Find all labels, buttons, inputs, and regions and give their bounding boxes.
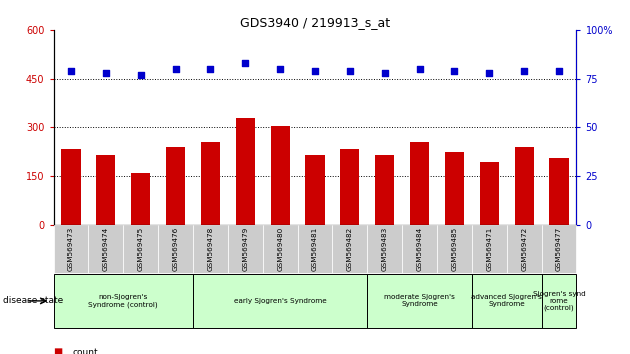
Bar (228, 225, 263, 273)
Bar (306, 155, 324, 225)
Point (66, 68, 76, 74)
Point (380, 70, 390, 76)
Point (519, 68, 529, 74)
Point (240, 60, 250, 66)
Text: early Sjogren's Syndrome: early Sjogren's Syndrome (234, 298, 326, 304)
Point (449, 68, 459, 74)
Bar (54, 225, 88, 273)
Text: GSM569478: GSM569478 (207, 227, 214, 271)
Bar (340, 149, 360, 225)
Text: GSM569480: GSM569480 (277, 227, 283, 271)
Point (205, 66, 215, 72)
Point (310, 68, 320, 74)
Bar (472, 274, 542, 328)
Text: GSM569484: GSM569484 (416, 227, 423, 271)
Bar (367, 274, 472, 328)
Point (275, 66, 285, 72)
Text: GSM569477: GSM569477 (556, 227, 562, 271)
Text: GSM569476: GSM569476 (173, 227, 178, 271)
Text: moderate Sjogren's
Syndrome: moderate Sjogren's Syndrome (384, 295, 455, 307)
Bar (166, 147, 185, 225)
Bar (549, 158, 569, 225)
Bar (236, 118, 255, 225)
Bar (437, 225, 472, 273)
Bar (515, 147, 534, 225)
Point (415, 66, 425, 72)
Point (554, 68, 564, 74)
Bar (158, 225, 193, 273)
Bar (367, 225, 402, 273)
Text: GSM569473: GSM569473 (68, 227, 74, 271)
Text: Sjogren's synd
rome
(control): Sjogren's synd rome (control) (532, 291, 585, 311)
Bar (297, 225, 333, 273)
Text: ■: ■ (54, 347, 63, 354)
Point (101, 70, 111, 76)
Point (171, 66, 181, 72)
Bar (193, 225, 228, 273)
Bar (479, 161, 499, 225)
Text: GSM569475: GSM569475 (138, 227, 144, 271)
Bar (193, 274, 367, 328)
Bar (96, 155, 115, 225)
Bar (54, 274, 193, 328)
Point (135, 72, 146, 78)
Text: GSM569483: GSM569483 (382, 227, 387, 271)
Text: non-Sjogren's
Syndrome (control): non-Sjogren's Syndrome (control) (88, 294, 158, 308)
Text: disease state: disease state (3, 296, 64, 306)
Text: GSM569485: GSM569485 (452, 227, 457, 271)
Point (484, 70, 495, 76)
Title: GDS3940 / 219913_s_at: GDS3940 / 219913_s_at (240, 16, 390, 29)
Bar (410, 142, 429, 225)
Text: count: count (72, 348, 98, 354)
Bar (542, 225, 576, 273)
Bar (61, 149, 81, 225)
Bar (270, 126, 290, 225)
Bar (123, 225, 158, 273)
Text: GSM569474: GSM569474 (103, 227, 109, 271)
Text: GSM569479: GSM569479 (243, 227, 248, 271)
Text: GSM569482: GSM569482 (347, 227, 353, 271)
Bar (263, 225, 297, 273)
Bar (445, 152, 464, 225)
Text: GSM569472: GSM569472 (521, 227, 527, 271)
Bar (131, 173, 151, 225)
Bar (88, 225, 123, 273)
Bar (402, 225, 437, 273)
Bar (472, 225, 507, 273)
Text: advanced Sjogren's
Syndrome: advanced Sjogren's Syndrome (471, 295, 542, 307)
Bar (507, 225, 542, 273)
Bar (333, 225, 367, 273)
Bar (375, 155, 394, 225)
Text: GSM569481: GSM569481 (312, 227, 318, 271)
Text: GSM569471: GSM569471 (486, 227, 492, 271)
Point (345, 68, 355, 74)
Bar (542, 274, 576, 328)
Bar (201, 142, 220, 225)
